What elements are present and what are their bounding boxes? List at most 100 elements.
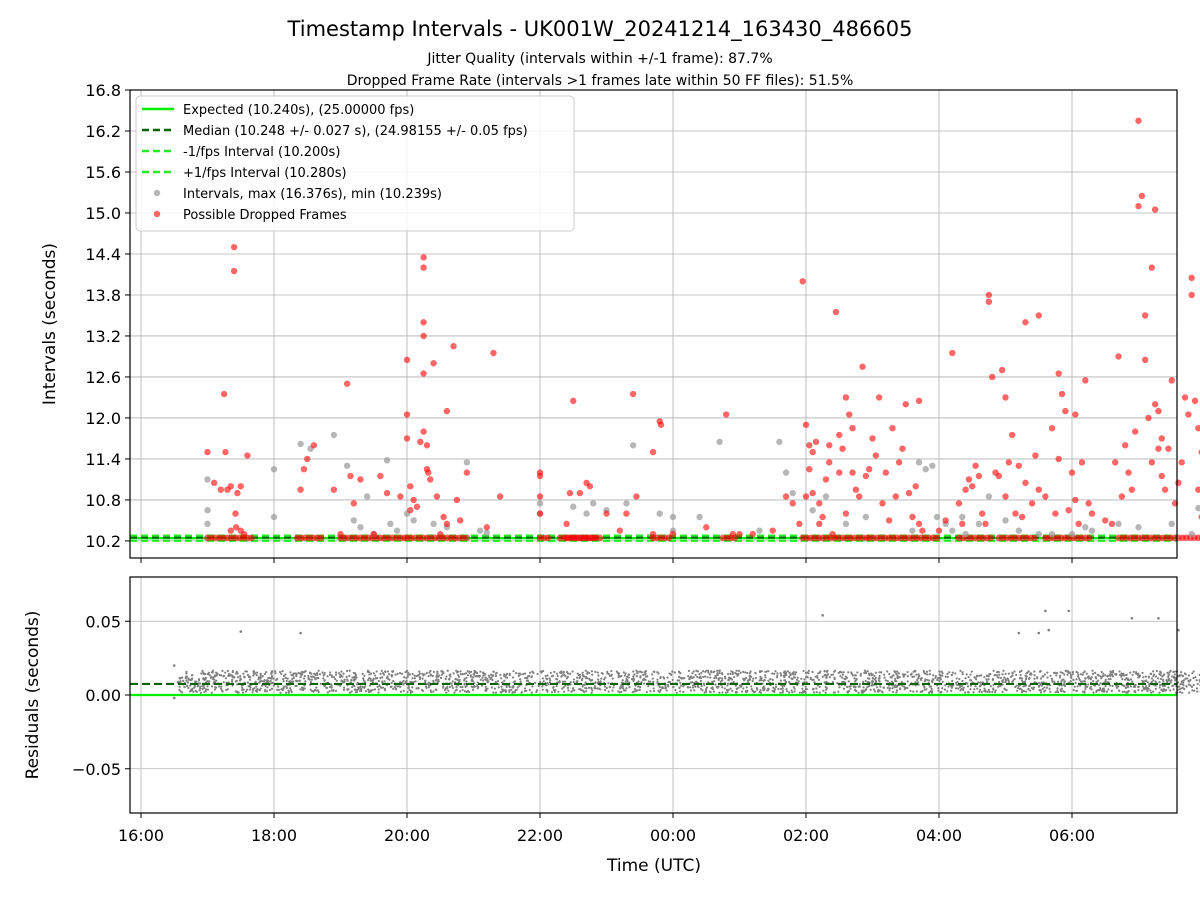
residual-point [294,679,298,682]
residual-point [862,686,865,689]
x-tick-label: 02:00 [783,826,829,845]
residual-point [652,687,655,690]
x-tick-label: 00:00 [650,826,696,845]
dropped-frame-point [802,493,810,500]
residual-point [558,681,561,684]
residual-point [566,686,570,690]
residual-point [415,687,418,690]
residual-point [1120,675,1123,678]
residual-point [277,688,281,691]
residual-point [893,686,896,689]
residual-point [763,678,766,682]
residual-point [1099,682,1102,685]
dropped-frame-point [330,486,338,493]
residual-point [703,684,706,687]
dropped-frame-point [1188,291,1195,299]
residual-point [859,674,862,677]
residual-point [906,675,909,678]
residual-point [370,679,373,682]
baseline-dropped-point [317,534,325,542]
dropped-frame-point [799,278,806,285]
residual-point [1101,687,1104,691]
residual-point [924,672,927,675]
residual-point [253,687,256,690]
dropped-frame-point [989,373,996,381]
residual-point [783,684,786,687]
residual-point [354,691,358,694]
residual-point [930,691,933,694]
dropped-frame-point [304,455,311,463]
residual-point [328,685,332,689]
residual-point [644,673,647,676]
residual-point [268,688,272,692]
residual-point [508,686,511,689]
residual-point [570,690,573,693]
residual-point [898,676,901,679]
residual-point [789,673,792,676]
dropped-frame-point [300,465,308,473]
dropped-frame-point [919,527,926,534]
residual-point [1111,673,1114,676]
residual-point [781,691,784,694]
residual-point [635,669,638,672]
legend-intervals: Intervals, max (16.376s), min (10.239s) [183,187,442,202]
residual-point [511,686,514,689]
residual-point [515,688,518,691]
residual-point [742,677,745,680]
residual-point [542,680,545,683]
residual-point [242,688,245,691]
residual-point [1056,690,1059,693]
residual-point [544,674,547,678]
residual-point [800,677,803,680]
residual-point [785,688,788,691]
interval-point [782,469,790,476]
residual-point [759,670,762,673]
residual-point [282,678,285,681]
residual-point [199,691,203,694]
residual-point [1045,686,1048,689]
residual-point [301,686,304,689]
residual-point [726,682,730,685]
residual-point [1038,689,1041,692]
residual-point [774,670,777,673]
residual-point [737,673,740,676]
residual-point [334,671,338,674]
residual-point [177,680,180,683]
residual-point [399,681,402,684]
legend-plus-fps: +1/fps Interval (10.280s) [183,166,347,181]
residual-point [666,676,669,679]
residual-point [523,687,527,690]
residual-point [1079,673,1082,676]
residual-point [417,686,420,689]
residual-point [940,670,943,673]
residual-point [634,684,637,687]
residual-point [1007,672,1011,675]
residual-point [890,680,893,683]
residual-point [555,672,559,675]
dropped-frame-point [1148,459,1156,466]
residual-point [272,684,275,687]
residual-point [786,670,789,673]
residual-point [1173,673,1176,676]
residual-point [289,671,292,674]
x-tick-label: 20:00 [384,826,430,845]
residual-point [762,686,765,689]
residual-point [314,688,317,692]
residual-point [441,673,444,676]
residual-point [682,690,685,694]
dropped-frame-point [420,332,427,340]
residual-point [680,684,683,687]
residual-point [438,674,441,677]
dropped-frame-point [862,472,870,480]
residual-point [790,677,793,680]
residual-point [788,680,791,684]
residual-point [617,690,620,693]
residual-point [1137,689,1140,692]
residual-point [1180,671,1183,674]
residual-point [204,688,207,691]
residual-point [1032,686,1036,689]
residual-point [413,677,416,680]
residual-point [906,670,909,674]
residual-point [886,686,889,690]
residual-point [548,681,552,684]
